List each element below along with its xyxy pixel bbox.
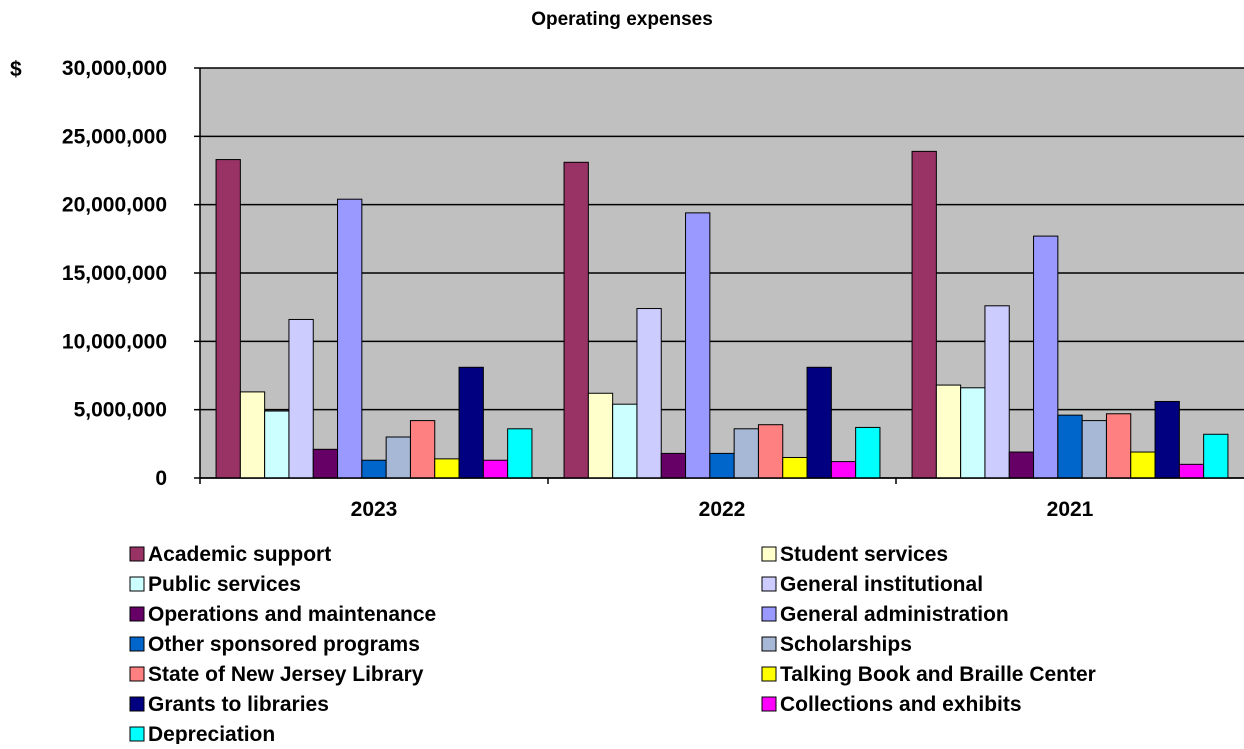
bar	[782, 457, 808, 479]
x-axis: 2023 2022 2021	[199, 477, 1244, 521]
legend-swatch	[761, 546, 777, 562]
y-tick-label: 25,000,000	[62, 125, 167, 148]
legend-swatch	[761, 696, 777, 712]
bar	[458, 366, 484, 479]
bar	[660, 452, 687, 479]
y-tick-label: 5,000,000	[74, 399, 167, 422]
bar	[1178, 463, 1205, 479]
currency-symbol: $	[10, 58, 22, 81]
bar	[288, 318, 314, 479]
y-tick-label: 10,000,000	[62, 330, 167, 353]
legend-label: Student services	[780, 543, 948, 566]
legend-label: Other sponsored programs	[148, 633, 420, 656]
legend-label: Grants to libraries	[148, 693, 329, 716]
legend-swatch	[761, 666, 777, 682]
y-tick-label: 20,000,000	[62, 194, 167, 217]
bar	[1130, 451, 1156, 479]
bar	[1203, 433, 1229, 479]
bar	[312, 448, 339, 479]
bar	[385, 436, 411, 479]
legend-swatch	[129, 546, 145, 562]
bar	[482, 459, 509, 479]
legend-swatch	[761, 636, 777, 652]
legend: Academic support Student services Public s…	[129, 543, 1096, 746]
bar	[757, 424, 784, 479]
bar	[1008, 451, 1035, 479]
y-axis: 0 5,000,000 10,000,000 15,000,000 20,000,000…	[62, 57, 201, 490]
bar	[507, 428, 533, 479]
bar	[830, 461, 857, 479]
legend-label: Collections and exhibits	[780, 693, 1022, 716]
bar	[911, 150, 937, 479]
legend-label: General administration	[780, 603, 1009, 626]
plot-area	[200, 67, 1244, 479]
legend-label: Depreciation	[148, 723, 275, 744]
legend-label: State of New Jersey Library	[148, 663, 424, 686]
y-tick-label: 0	[155, 467, 167, 490]
chart-title: Operating expenses	[531, 9, 713, 30]
bar	[855, 426, 881, 479]
legend-swatch	[129, 666, 145, 682]
legend-swatch	[761, 576, 777, 592]
legend-label: General institutional	[780, 573, 983, 596]
bar	[1057, 414, 1083, 479]
bar	[361, 459, 387, 479]
bar	[587, 392, 614, 479]
legend-swatch	[129, 606, 145, 622]
legend-swatch	[129, 636, 145, 652]
x-tick-label: 2023	[351, 498, 398, 521]
bar	[709, 452, 735, 479]
legend-label: Public services	[148, 573, 301, 596]
legend-swatch	[129, 576, 145, 592]
bar	[1081, 420, 1107, 479]
bar	[215, 159, 241, 479]
bar	[806, 366, 832, 479]
bar	[612, 403, 638, 479]
bar	[1154, 400, 1180, 479]
bar	[239, 391, 266, 479]
bar	[264, 410, 290, 479]
legend-label: Talking Book and Braille Center	[780, 663, 1096, 686]
legend-label: Operations and maintenance	[148, 603, 436, 626]
bar	[984, 305, 1010, 479]
bar	[636, 308, 662, 479]
x-tick-label: 2022	[699, 498, 746, 521]
bar	[434, 458, 460, 479]
bar	[563, 161, 589, 479]
x-tick-label: 2021	[1047, 498, 1094, 521]
legend-label: Scholarships	[780, 633, 912, 656]
y-tick-label: 30,000,000	[62, 57, 167, 80]
y-tick-label: 15,000,000	[62, 262, 167, 285]
bar	[337, 198, 363, 479]
legend-swatch	[761, 606, 777, 622]
bar	[935, 384, 962, 479]
legend-swatch	[129, 696, 145, 712]
bar	[685, 212, 711, 479]
legend-label: Academic support	[148, 543, 331, 566]
legend-swatch	[129, 726, 145, 742]
bar	[409, 420, 436, 479]
bar	[733, 428, 759, 479]
bar	[960, 387, 986, 479]
bar	[1033, 235, 1059, 479]
bar	[1105, 413, 1132, 479]
